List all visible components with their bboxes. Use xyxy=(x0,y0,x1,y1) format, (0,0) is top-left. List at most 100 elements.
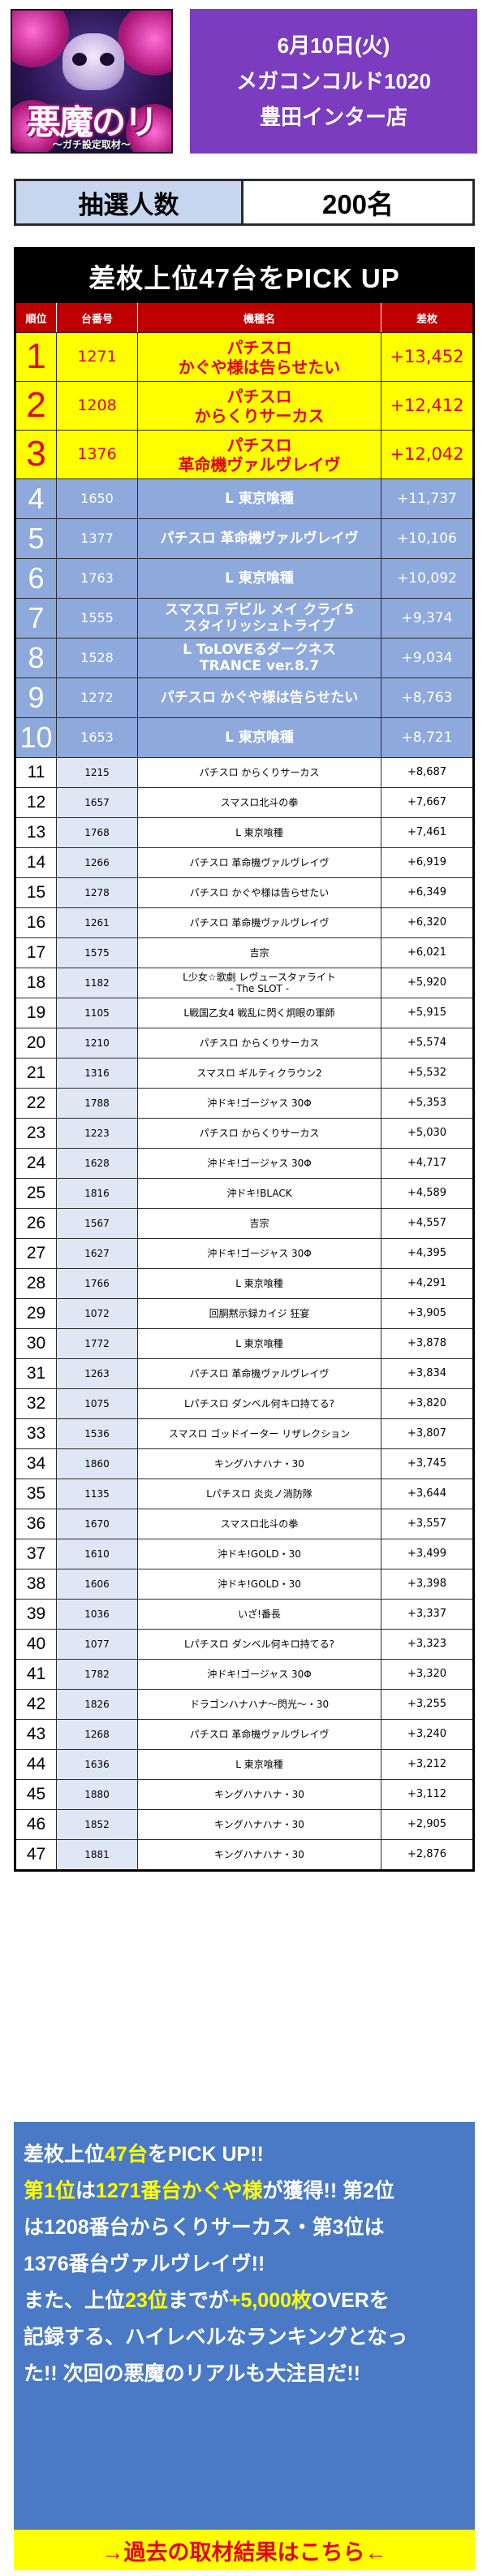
machine-name-cell: L ToLOVEるダークネス TRANCE ver.8.7 xyxy=(138,639,381,678)
rank-cell: 14 xyxy=(16,848,57,877)
rank-cell: 6 xyxy=(16,559,57,598)
rank-cell: 38 xyxy=(16,1569,57,1599)
rank-cell: 12 xyxy=(16,788,57,817)
machine-name-cell: パチスロ 革命機ヴァルヴレイヴ xyxy=(138,908,381,937)
table-row: 13 1768 L 東京喰種 +7,461 xyxy=(16,817,472,847)
machine-name-line: パチスロ xyxy=(226,435,292,455)
machine-name-line: L 東京喰種 xyxy=(225,729,294,746)
column-header-machine-name: 機種名 xyxy=(138,303,381,332)
lottery-box: 抽選人数 200名 xyxy=(14,179,475,226)
machine-name-line: L 東京喰種 xyxy=(225,569,294,587)
machine-number-cell: 1105 xyxy=(57,998,138,1028)
diff-cell: +3,820 xyxy=(381,1389,472,1418)
rank-cell: 8 xyxy=(16,639,57,678)
machine-number-cell: 1263 xyxy=(57,1359,138,1388)
lottery-count: 抽選人数 200名 xyxy=(0,179,487,227)
diff-cell: +5,532 xyxy=(381,1059,472,1088)
table-row: 31 1263 パチスロ 革命機ヴァルヴレイヴ +3,834 xyxy=(16,1358,472,1388)
machine-name-line: パチスロ 革命機ヴァルヴレイヴ xyxy=(189,916,330,929)
diff-cell: +3,398 xyxy=(381,1569,472,1599)
machine-number-cell: 1528 xyxy=(57,639,138,678)
diff-cell: +3,834 xyxy=(381,1359,472,1388)
machine-name-cell: スマスロ デビル メイ クライ5 スタイリッシュトライブ xyxy=(138,599,381,638)
logo-title: 悪魔のリアル xyxy=(26,102,158,142)
diff-cell: +2,876 xyxy=(381,1840,472,1869)
summary-line: は1208番台からくりサーカス・第3位は xyxy=(24,2216,385,2239)
machine-name-cell: Lパチスロ 炎炎ノ消防隊 xyxy=(138,1479,381,1509)
diff-cell: +5,353 xyxy=(381,1089,472,1118)
event-info-panel: 6月10日(火) メガコンコルド1020 豊田インター店 xyxy=(190,9,477,154)
diff-cell: +3,337 xyxy=(381,1600,472,1629)
machine-number-cell: 1182 xyxy=(57,968,138,998)
machine-number-cell: 1772 xyxy=(57,1329,138,1358)
table-row: 8 1528 L ToLOVEるダークネス TRANCE ver.8.7 +9,034 xyxy=(16,638,472,678)
table-row: 2 1208 パチスロ からくりサーカス +12,412 xyxy=(16,381,472,430)
machine-number-cell: 1768 xyxy=(57,818,138,847)
table-row: 36 1670 スマスロ北斗の拳 +3,557 xyxy=(16,1509,472,1539)
machine-number-cell: 1536 xyxy=(57,1419,138,1448)
rank-cell: 11 xyxy=(16,758,57,787)
machine-name-line: L 東京喰種 xyxy=(225,490,294,507)
rank-cell: 18 xyxy=(16,968,57,998)
past-results-link[interactable]: →過去の取材結果はこちら← xyxy=(14,2530,475,2570)
table-row: 11 1215 パチスロ からくりサーカス +8,687 xyxy=(16,757,472,787)
event-date: 6月10日(火) xyxy=(277,33,390,58)
diff-cell: +3,255 xyxy=(381,1690,472,1719)
table-row: 35 1135 Lパチスロ 炎炎ノ消防隊 +3,644 xyxy=(16,1478,472,1509)
diff-cell: +3,905 xyxy=(381,1299,472,1328)
rank-cell: 21 xyxy=(16,1059,57,1088)
diff-cell: +3,320 xyxy=(381,1660,472,1689)
machine-name-line: L ToLOVEるダークネス xyxy=(183,641,336,658)
table-row: 45 1880 キングハナハナ・30 +3,112 xyxy=(16,1779,472,1809)
machine-name-cell: いざ!番長 xyxy=(138,1600,381,1629)
rank-cell: 24 xyxy=(16,1149,57,1178)
machine-name-cell: L戦国乙女4 戦乱に閃く炯眼の軍師 xyxy=(138,998,381,1028)
table-row: 16 1261 パチスロ 革命機ヴァルヴレイヴ +6,320 xyxy=(16,907,472,937)
machine-name-line: いざ!番長 xyxy=(238,1608,281,1620)
diff-cell: +8,763 xyxy=(401,689,453,706)
column-header-diff: 差枚 xyxy=(416,313,437,326)
machine-number-cell: 1223 xyxy=(57,1119,138,1148)
machine-name-line: スタイリッシュトライブ xyxy=(183,618,335,634)
machine-number-cell: 1271 xyxy=(57,333,138,381)
rank-cell: 42 xyxy=(16,1690,57,1719)
rank-cell: 39 xyxy=(16,1600,57,1629)
rank-cell: 22 xyxy=(16,1089,57,1118)
diff-cell: +5,915 xyxy=(381,998,472,1028)
machine-number-cell: 1278 xyxy=(57,878,138,907)
rank-cell: 23 xyxy=(16,1119,57,1148)
machine-name-cell: キングハナハナ・30 xyxy=(138,1840,381,1869)
rank-cell: 32 xyxy=(16,1389,57,1418)
table-header: 順位 台番号 機種名 差枚 xyxy=(16,303,472,332)
diff-cell: +7,667 xyxy=(381,788,472,817)
table-row: 37 1610 沖ドキ!GOLD・30 +3,499 xyxy=(16,1539,472,1569)
diff-cell: +10,092 xyxy=(397,569,457,587)
rank-cell: 33 xyxy=(16,1419,57,1448)
diff-cell: +12,412 xyxy=(390,395,464,415)
machine-name-line: キングハナハナ・30 xyxy=(214,1457,304,1470)
machine-name-line: パチスロ 革命機ヴァルヴレイヴ xyxy=(160,530,359,547)
machine-name-cell: L 東京喰種 xyxy=(138,718,381,757)
machine-number-cell: 1860 xyxy=(57,1449,138,1478)
machine-name-cell: 吉宗 xyxy=(138,1209,381,1238)
machine-number-cell: 1268 xyxy=(57,1720,138,1749)
table-row: 3 1376 パチスロ 革命機ヴァルヴレイヴ +12,042 xyxy=(16,430,472,478)
machine-name-cell: L 東京喰種 xyxy=(138,1750,381,1779)
machine-name-cell: スマスロ北斗の拳 xyxy=(138,788,381,817)
machine-name-cell: L 東京喰種 xyxy=(138,1329,381,1358)
machine-number-cell: 1852 xyxy=(57,1810,138,1839)
summary-line: 記録する、ハイレベルなランキングとなっ xyxy=(24,2326,408,2349)
machine-name-line: パチスロ 革命機ヴァルヴレイヴ xyxy=(189,1728,330,1740)
lottery-value: 200名 xyxy=(244,181,472,223)
table-row: 18 1182 L少女☆歌劇 レヴュースタァライト - The SLOT - +5,92… xyxy=(16,968,472,998)
machine-name-line: 沖ドキ!ゴージャス 30Φ xyxy=(207,1097,312,1109)
rank-cell: 10 xyxy=(16,718,57,757)
diff-cell: +3,807 xyxy=(381,1419,472,1448)
machine-name-line: キングハナハナ・30 xyxy=(214,1818,304,1830)
machine-name-line: パチスロ 革命機ヴァルヴレイヴ xyxy=(189,1367,330,1379)
machine-name-line: L 東京喰種 xyxy=(235,1758,283,1770)
machine-number-cell: 1628 xyxy=(57,1149,138,1178)
machine-name-cell: L少女☆歌劇 レヴュースタァライト - The SLOT - xyxy=(138,968,381,998)
machine-name-cell: パチスロ 革命機ヴァルヴレイヴ xyxy=(138,1720,381,1749)
table-row: 12 1657 スマスロ北斗の拳 +7,667 xyxy=(16,787,472,817)
